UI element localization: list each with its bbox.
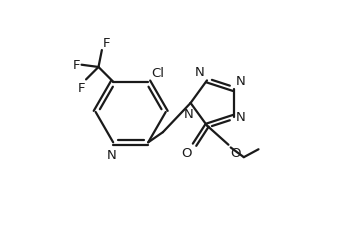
Text: N: N <box>195 66 204 79</box>
Text: N: N <box>236 111 246 124</box>
Text: F: F <box>73 59 80 72</box>
Text: F: F <box>102 37 110 50</box>
Text: Cl: Cl <box>151 67 165 80</box>
Text: O: O <box>230 146 241 159</box>
Text: F: F <box>77 81 85 94</box>
Text: O: O <box>181 146 192 159</box>
Text: N: N <box>184 108 194 121</box>
Text: N: N <box>107 148 117 161</box>
Text: N: N <box>236 74 246 87</box>
